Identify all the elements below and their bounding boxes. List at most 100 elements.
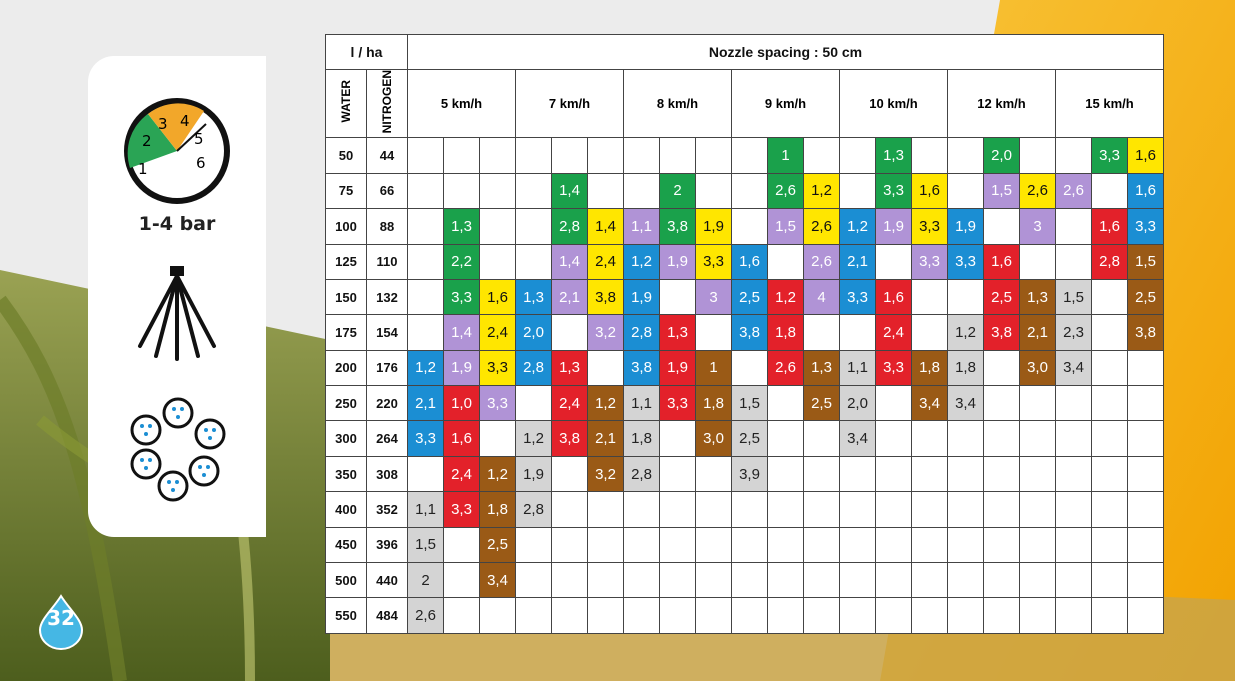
empty-cell bbox=[443, 137, 480, 174]
empty-cell bbox=[875, 385, 912, 422]
empty-cell bbox=[947, 491, 984, 528]
pressure-value-cell: 3,3 bbox=[1091, 137, 1128, 174]
empty-cell bbox=[659, 137, 696, 174]
pressure-value-cell: 2,5 bbox=[803, 385, 840, 422]
empty-cell bbox=[659, 526, 696, 564]
application-rate-table: l / ha Nozzle spacing : 50 cm WATER NITR… bbox=[325, 34, 1164, 634]
pressure-value-cell: 1,3 bbox=[1019, 278, 1056, 316]
speed-header: 10 km/h bbox=[839, 68, 948, 139]
pressure-value-cell: 1,5 bbox=[1055, 278, 1092, 316]
empty-cell bbox=[695, 137, 732, 174]
empty-cell bbox=[1019, 420, 1056, 457]
pressure-gauge-icon: 1 2 3 4 5 6 bbox=[124, 98, 230, 204]
empty-cell bbox=[1019, 562, 1056, 599]
empty-cell bbox=[767, 420, 804, 457]
empty-cell bbox=[767, 526, 804, 564]
empty-cell bbox=[731, 526, 768, 564]
empty-cell bbox=[1019, 526, 1056, 564]
empty-cell bbox=[587, 562, 624, 599]
empty-cell bbox=[515, 597, 552, 634]
empty-cell bbox=[911, 314, 948, 351]
pressure-value-cell: 3,2 bbox=[587, 314, 624, 351]
pressure-value-cell: 2,5 bbox=[983, 278, 1020, 316]
pressure-value-cell: 3,8 bbox=[623, 349, 660, 387]
pressure-value-cell: 3,0 bbox=[1019, 349, 1056, 387]
empty-cell bbox=[695, 172, 732, 210]
empty-cell bbox=[407, 243, 444, 280]
empty-cell bbox=[875, 597, 912, 634]
empty-cell bbox=[1091, 597, 1128, 634]
pressure-value-cell: 1,8 bbox=[695, 385, 732, 422]
empty-cell bbox=[407, 314, 444, 351]
nitrogen-rate-cell: 176 bbox=[366, 349, 408, 387]
empty-cell bbox=[1019, 455, 1056, 493]
water-rate-cell: 500 bbox=[325, 562, 367, 599]
water-rate-cell: 125 bbox=[325, 243, 367, 280]
pressure-value-cell: 3,8 bbox=[1127, 314, 1164, 351]
water-rate-cell: 100 bbox=[325, 208, 367, 245]
empty-cell bbox=[803, 491, 840, 528]
pressure-value-cell: 3,3 bbox=[911, 208, 948, 245]
empty-cell bbox=[767, 491, 804, 528]
pressure-value-cell: 1,8 bbox=[767, 314, 804, 351]
rate-unit-header: l / ha bbox=[325, 34, 408, 70]
empty-cell bbox=[1127, 562, 1164, 599]
empty-cell bbox=[947, 455, 984, 493]
empty-cell bbox=[695, 455, 732, 493]
empty-cell bbox=[659, 597, 696, 634]
pressure-value-cell: 2,5 bbox=[479, 526, 516, 564]
empty-cell bbox=[1055, 455, 1092, 493]
empty-cell bbox=[983, 526, 1020, 564]
empty-cell bbox=[407, 172, 444, 210]
empty-cell bbox=[839, 314, 876, 351]
empty-cell bbox=[479, 137, 516, 174]
pressure-value-cell: 4 bbox=[803, 278, 840, 316]
empty-cell bbox=[731, 172, 768, 210]
empty-cell bbox=[803, 420, 840, 457]
pressure-value-cell: 1,2 bbox=[479, 455, 516, 493]
empty-cell bbox=[443, 172, 480, 210]
pressure-value-cell: 2,1 bbox=[1019, 314, 1056, 351]
empty-cell bbox=[803, 314, 840, 351]
empty-cell bbox=[803, 137, 840, 174]
empty-cell bbox=[623, 491, 660, 528]
empty-cell bbox=[515, 243, 552, 280]
empty-cell bbox=[839, 455, 876, 493]
pressure-value-cell: 1,9 bbox=[947, 208, 984, 245]
empty-cell bbox=[767, 562, 804, 599]
empty-cell bbox=[875, 455, 912, 493]
pressure-value-cell: 1,6 bbox=[479, 278, 516, 316]
page-number-drop-icon bbox=[38, 594, 84, 650]
pressure-value-cell: 3,3 bbox=[443, 278, 480, 316]
nitrogen-rate-cell: 154 bbox=[366, 314, 408, 351]
water-rate-cell: 175 bbox=[325, 314, 367, 351]
pressure-value-cell: 3,4 bbox=[947, 385, 984, 422]
pressure-value-cell: 1,9 bbox=[659, 243, 696, 280]
nitrogen-rate-cell: 88 bbox=[366, 208, 408, 245]
pressure-value-cell: 2,8 bbox=[551, 208, 588, 245]
pressure-value-cell: 2,6 bbox=[767, 172, 804, 210]
empty-cell bbox=[911, 455, 948, 493]
pressure-value-cell: 3,8 bbox=[659, 208, 696, 245]
pressure-value-cell: 1,1 bbox=[839, 349, 876, 387]
pressure-value-cell: 2,2 bbox=[443, 243, 480, 280]
empty-cell bbox=[947, 597, 984, 634]
pressure-value-cell: 3,8 bbox=[551, 420, 588, 457]
empty-cell bbox=[515, 526, 552, 564]
pressure-value-cell: 1,9 bbox=[515, 455, 552, 493]
table-row: 400 352 1,1 3,3 1,8 2,8 bbox=[325, 491, 1164, 528]
empty-cell bbox=[731, 597, 768, 634]
water-rate-cell: 400 bbox=[325, 491, 367, 528]
empty-cell bbox=[659, 562, 696, 599]
pressure-value-cell: 3 bbox=[1019, 208, 1056, 245]
empty-cell bbox=[407, 208, 444, 245]
empty-cell bbox=[407, 137, 444, 174]
empty-cell bbox=[1127, 349, 1164, 387]
empty-cell bbox=[515, 137, 552, 174]
pressure-value-cell: 1,3 bbox=[515, 278, 552, 316]
pressure-value-cell: 3,3 bbox=[911, 243, 948, 280]
nitrogen-column-header: NITROGEN bbox=[366, 68, 408, 139]
pressure-value-cell: 2,6 bbox=[1055, 172, 1092, 210]
pressure-value-cell: 1,8 bbox=[911, 349, 948, 387]
nitrogen-rate-cell: 308 bbox=[366, 455, 408, 493]
